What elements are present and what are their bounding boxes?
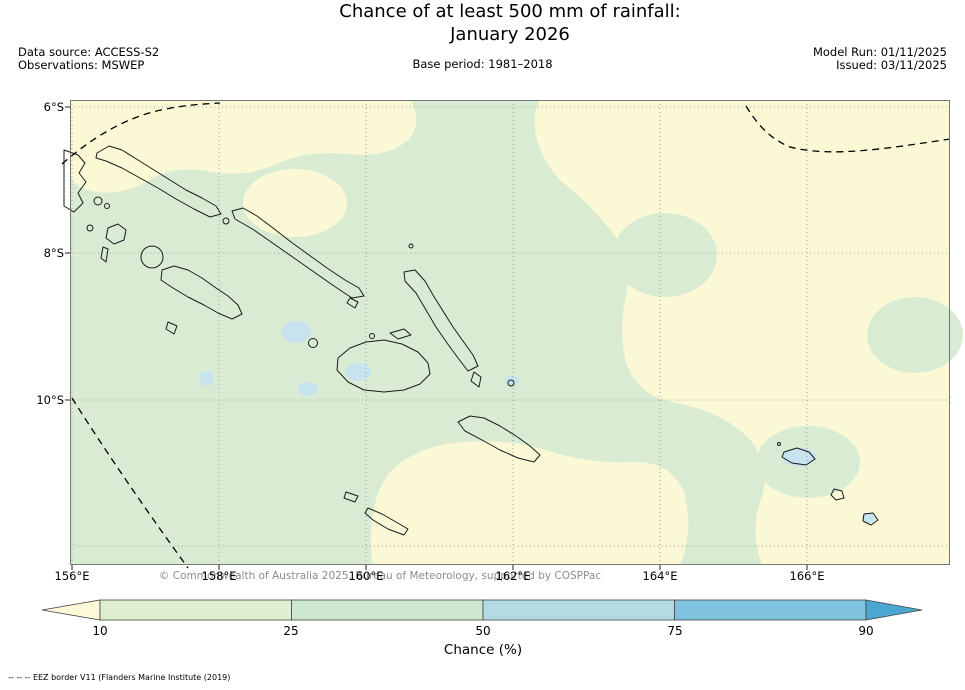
data-source-label: Data source: ACCESS-S2 xyxy=(18,45,160,59)
colorbar-over-arrow xyxy=(865,599,923,621)
island-vella-lavella xyxy=(105,223,127,245)
high-chance-patches xyxy=(200,321,876,523)
island-vanikoro xyxy=(862,512,879,526)
x-tick-162e: 162°E xyxy=(495,569,531,583)
rainfall-probability-map xyxy=(61,100,963,570)
colorbar-label: Chance (%) xyxy=(443,642,523,658)
island-santa-isabel xyxy=(231,207,365,299)
island-utupua xyxy=(830,488,845,501)
chance-colorbar xyxy=(41,599,923,621)
island-nggela xyxy=(389,328,412,340)
island-guadalcanal xyxy=(336,339,431,393)
observations-label: Observations: MSWEP xyxy=(18,58,145,72)
page-title: Chance of at least 500 mm of rainfall: J… xyxy=(70,0,950,46)
colorbar-tick-50: 50 xyxy=(475,624,491,638)
eez-footnote: -- -- -- EEZ border V11 (Flanders Marine… xyxy=(8,673,231,682)
island-bellona xyxy=(343,491,359,503)
island-bougainville-tip xyxy=(63,149,87,213)
y-tick-6s: 6°S xyxy=(43,100,64,114)
x-tick-164e: 164°E xyxy=(642,569,678,583)
colorbar-under-arrow xyxy=(41,599,101,621)
colorbar-seg-25-50 xyxy=(291,599,484,621)
graticule-gridlines xyxy=(70,100,950,565)
colorbar-seg-10-25 xyxy=(99,599,292,621)
island-outlines xyxy=(63,145,879,536)
map-copyright: © Commonwealth of Australia 2025, Bureau… xyxy=(158,570,602,582)
title-line-2: January 2026 xyxy=(450,24,570,45)
colorbar-tick-25: 25 xyxy=(283,624,299,638)
island-choiseul xyxy=(95,145,222,218)
x-tick-158e: 158°E xyxy=(201,569,237,583)
colorbar-tick-90: 90 xyxy=(858,624,874,638)
island-new-georgia xyxy=(160,265,243,320)
colorbar-tick-75: 75 xyxy=(667,624,683,638)
eez-border-dashes xyxy=(61,102,951,569)
base-period-label: Base period: 1981–2018 xyxy=(412,57,553,71)
colorbar-tick-10: 10 xyxy=(92,624,108,638)
y-tick-8s: 8°S xyxy=(43,246,64,260)
colorbar-seg-75-90 xyxy=(674,599,867,621)
island-makira xyxy=(457,415,541,463)
y-tick-10s: 10°S xyxy=(36,393,64,407)
issued-label: Issued: 03/11/2025 xyxy=(836,58,947,72)
x-tick-156e: 156°E xyxy=(54,569,90,583)
x-tick-166e: 166°E xyxy=(789,569,825,583)
island-malaita xyxy=(403,269,479,372)
model-run-label: Model Run: 01/11/2025 xyxy=(812,45,947,59)
island-kolombangara xyxy=(140,245,164,269)
island-russell xyxy=(308,338,318,348)
axis-tick-marks xyxy=(65,106,808,570)
map-frame xyxy=(70,100,950,565)
colorbar-seg-50-75 xyxy=(482,599,675,621)
island-shortlands xyxy=(93,196,103,206)
island-rennell xyxy=(364,507,409,536)
x-tick-160e: 160°E xyxy=(348,569,384,583)
title-line-1: Chance of at least 500 mm of rainfall: xyxy=(339,1,681,22)
island-nendo xyxy=(781,447,816,466)
